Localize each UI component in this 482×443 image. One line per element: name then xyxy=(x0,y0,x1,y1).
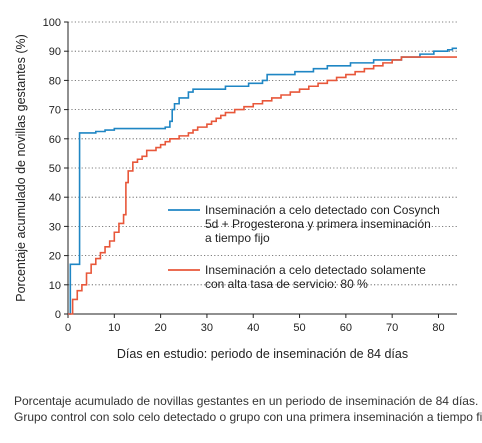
legend: Inseminación a celo detectado con Cosync… xyxy=(168,203,440,291)
y-tick-label: 10 xyxy=(49,280,61,292)
x-tick-label: 10 xyxy=(108,322,120,334)
x-tick-label: 20 xyxy=(154,322,166,334)
y-tick-label: 20 xyxy=(49,251,61,263)
y-tick-label: 0 xyxy=(55,309,61,321)
x-axis-title: Días en estudio: periodo de inseminación… xyxy=(117,347,408,361)
x-tick-label: 30 xyxy=(201,322,213,334)
x-tick-label: 50 xyxy=(293,322,305,334)
figure-caption: Porcentaje acumulado de novillas gestant… xyxy=(14,393,482,425)
y-tick-label: 40 xyxy=(49,192,61,204)
legend-label-2: con alta tasa de servicio: 80 % xyxy=(205,277,368,291)
series-line-2 xyxy=(68,56,457,315)
y-tick-label: 60 xyxy=(49,134,61,146)
y-tick-label: 50 xyxy=(49,163,61,175)
legend-label-1: a tiempo fijo xyxy=(205,231,270,245)
y-tick-label: 30 xyxy=(49,221,61,233)
caption-line-1: Porcentaje acumulado de novillas gestant… xyxy=(14,394,479,408)
legend-label-2: Inseminación a celo detectado solamente xyxy=(205,263,426,277)
legend-label-1: Inseminación a celo detectado con Cosync… xyxy=(205,203,440,217)
y-tick-label: 80 xyxy=(49,75,61,87)
y-axis-title: Porcentaje acumulado de novillas gestant… xyxy=(14,34,28,302)
y-tick-label: 70 xyxy=(49,105,61,117)
x-tick-label: 80 xyxy=(432,322,444,334)
x-tick-label: 70 xyxy=(386,322,398,334)
x-tick-label: 60 xyxy=(340,322,352,334)
caption-line-2: Grupo control con solo celo detectado o … xyxy=(14,410,482,424)
grid-lines xyxy=(68,21,457,286)
series-lines xyxy=(68,47,457,315)
legend-label-1: 5d + Progesterona y primera inseminación xyxy=(205,217,431,231)
x-tick-label: 40 xyxy=(247,322,259,334)
x-tick-label: 0 xyxy=(65,322,71,334)
y-tick-label: 100 xyxy=(43,17,61,29)
y-tick-label: 90 xyxy=(49,46,61,58)
tick-labels: 0 10 20 30 40 50 60 70 80 90 100 0 10 20 30 40 50 60 70 80 xyxy=(43,17,445,334)
